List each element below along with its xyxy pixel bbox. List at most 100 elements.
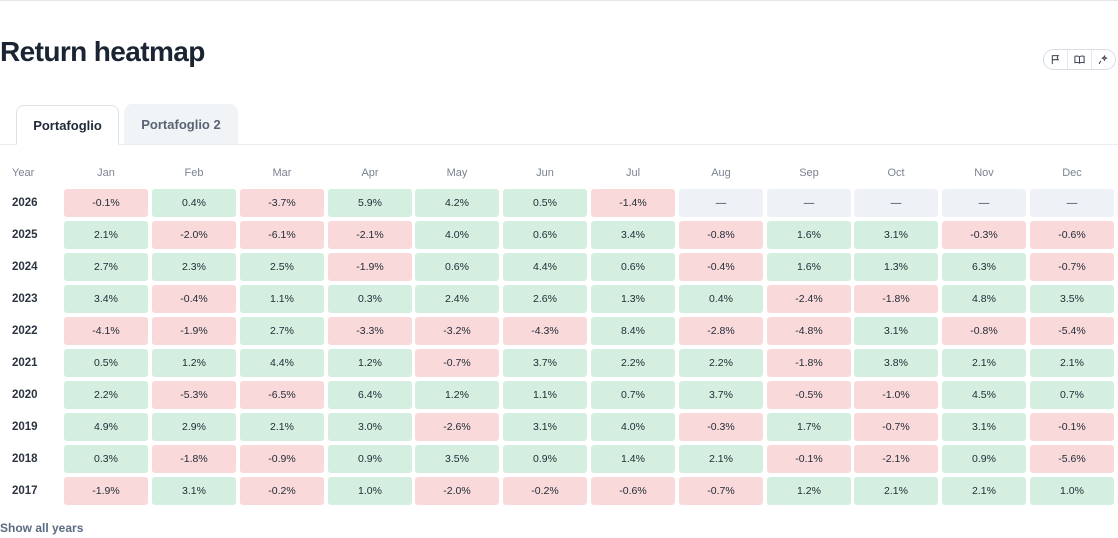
heatmap-cell[interactable]: -0.1% [767, 445, 851, 473]
heatmap-cell[interactable]: 2.7% [64, 253, 148, 281]
heatmap-cell[interactable]: -2.4% [767, 285, 851, 313]
flag-button[interactable] [1044, 50, 1068, 69]
heatmap-cell[interactable]: 2.1% [854, 477, 938, 505]
heatmap-cell[interactable]: 2.1% [240, 413, 324, 441]
heatmap-cell[interactable]: 3.8% [854, 349, 938, 377]
heatmap-cell[interactable]: 1.2% [152, 349, 236, 377]
heatmap-cell[interactable]: -4.8% [767, 317, 851, 345]
heatmap-cell[interactable]: 2.1% [679, 445, 763, 473]
heatmap-cell[interactable]: 4.9% [64, 413, 148, 441]
heatmap-cell[interactable]: 6.3% [942, 253, 1026, 281]
heatmap-cell[interactable]: 4.8% [942, 285, 1026, 313]
heatmap-cell[interactable]: 4.4% [240, 349, 324, 377]
heatmap-cell[interactable]: -0.9% [240, 445, 324, 473]
heatmap-cell[interactable]: 3.7% [503, 349, 587, 377]
heatmap-cell[interactable]: -0.3% [679, 413, 763, 441]
heatmap-cell[interactable]: -0.5% [767, 381, 851, 409]
heatmap-cell[interactable]: — [679, 189, 763, 217]
heatmap-cell[interactable]: 0.6% [591, 253, 675, 281]
heatmap-cell[interactable]: -0.7% [1030, 253, 1114, 281]
heatmap-cell[interactable]: 2.5% [240, 253, 324, 281]
heatmap-cell[interactable]: 4.0% [415, 221, 499, 249]
heatmap-cell[interactable]: -0.4% [152, 285, 236, 313]
heatmap-cell[interactable]: — [942, 189, 1026, 217]
heatmap-cell[interactable]: -0.7% [415, 349, 499, 377]
heatmap-cell[interactable]: 6.4% [328, 381, 412, 409]
heatmap-cell[interactable]: -0.2% [240, 477, 324, 505]
heatmap-cell[interactable]: 1.3% [854, 253, 938, 281]
heatmap-cell[interactable]: — [767, 189, 851, 217]
heatmap-cell[interactable]: -6.1% [240, 221, 324, 249]
heatmap-cell[interactable]: -0.4% [679, 253, 763, 281]
heatmap-cell[interactable]: -1.9% [152, 317, 236, 345]
heatmap-cell[interactable]: 1.7% [767, 413, 851, 441]
heatmap-cell[interactable]: 1.0% [1030, 477, 1114, 505]
heatmap-cell[interactable]: 2.6% [503, 285, 587, 313]
heatmap-cell[interactable]: -1.9% [328, 253, 412, 281]
heatmap-cell[interactable]: — [854, 189, 938, 217]
heatmap-cell[interactable]: -0.6% [1030, 221, 1114, 249]
heatmap-cell[interactable]: 3.0% [328, 413, 412, 441]
heatmap-cell[interactable]: 0.4% [152, 189, 236, 217]
heatmap-cell[interactable]: 3.5% [1030, 285, 1114, 313]
heatmap-cell[interactable]: -2.1% [854, 445, 938, 473]
heatmap-cell[interactable]: -3.3% [328, 317, 412, 345]
heatmap-cell[interactable]: 2.7% [240, 317, 324, 345]
heatmap-cell[interactable]: 1.2% [415, 381, 499, 409]
heatmap-cell[interactable]: -0.1% [64, 189, 148, 217]
heatmap-cell[interactable]: -0.7% [854, 413, 938, 441]
heatmap-cell[interactable]: -2.0% [152, 221, 236, 249]
heatmap-cell[interactable]: -0.1% [1030, 413, 1114, 441]
heatmap-cell[interactable]: 2.2% [591, 349, 675, 377]
heatmap-cell[interactable]: -3.7% [240, 189, 324, 217]
tab-portafoglio[interactable]: Portafoglio [16, 105, 119, 145]
heatmap-cell[interactable]: 2.2% [679, 349, 763, 377]
heatmap-cell[interactable]: 0.9% [942, 445, 1026, 473]
heatmap-cell[interactable]: 5.9% [328, 189, 412, 217]
heatmap-cell[interactable]: -0.8% [942, 317, 1026, 345]
heatmap-cell[interactable]: 2.4% [415, 285, 499, 313]
heatmap-cell[interactable]: 4.0% [591, 413, 675, 441]
sparkle-button[interactable] [1092, 50, 1115, 69]
heatmap-cell[interactable]: 0.5% [64, 349, 148, 377]
heatmap-cell[interactable]: 1.2% [767, 477, 851, 505]
heatmap-cell[interactable]: 3.7% [679, 381, 763, 409]
heatmap-cell[interactable]: -0.6% [591, 477, 675, 505]
heatmap-cell[interactable]: — [1030, 189, 1114, 217]
heatmap-cell[interactable]: -1.4% [591, 189, 675, 217]
heatmap-cell[interactable]: 8.4% [591, 317, 675, 345]
heatmap-cell[interactable]: 2.3% [152, 253, 236, 281]
heatmap-cell[interactable]: 3.1% [854, 221, 938, 249]
heatmap-cell[interactable]: -0.2% [503, 477, 587, 505]
heatmap-cell[interactable]: 0.3% [64, 445, 148, 473]
heatmap-cell[interactable]: 3.5% [415, 445, 499, 473]
heatmap-cell[interactable]: 0.9% [328, 445, 412, 473]
heatmap-cell[interactable]: 0.7% [1030, 381, 1114, 409]
heatmap-cell[interactable]: 3.1% [152, 477, 236, 505]
heatmap-cell[interactable]: -5.6% [1030, 445, 1114, 473]
heatmap-cell[interactable]: -0.3% [942, 221, 1026, 249]
heatmap-cell[interactable]: 2.1% [942, 477, 1026, 505]
heatmap-cell[interactable]: -0.8% [679, 221, 763, 249]
show-all-years-link[interactable]: Show all years [0, 521, 84, 535]
heatmap-cell[interactable]: -4.1% [64, 317, 148, 345]
heatmap-cell[interactable]: -1.8% [767, 349, 851, 377]
heatmap-cell[interactable]: 1.3% [591, 285, 675, 313]
heatmap-cell[interactable]: 0.3% [328, 285, 412, 313]
heatmap-cell[interactable]: 1.1% [503, 381, 587, 409]
heatmap-cell[interactable]: 2.1% [64, 221, 148, 249]
heatmap-cell[interactable]: 4.5% [942, 381, 1026, 409]
heatmap-cell[interactable]: 4.2% [415, 189, 499, 217]
heatmap-cell[interactable]: -5.4% [1030, 317, 1114, 345]
heatmap-cell[interactable]: -3.2% [415, 317, 499, 345]
heatmap-cell[interactable]: 2.1% [942, 349, 1026, 377]
heatmap-cell[interactable]: 1.6% [767, 253, 851, 281]
heatmap-cell[interactable]: 2.1% [1030, 349, 1114, 377]
heatmap-cell[interactable]: 0.6% [415, 253, 499, 281]
heatmap-cell[interactable]: 1.2% [328, 349, 412, 377]
heatmap-cell[interactable]: -2.6% [415, 413, 499, 441]
heatmap-cell[interactable]: 0.7% [591, 381, 675, 409]
heatmap-cell[interactable]: 0.5% [503, 189, 587, 217]
heatmap-cell[interactable]: 1.1% [240, 285, 324, 313]
heatmap-cell[interactable]: 1.4% [591, 445, 675, 473]
